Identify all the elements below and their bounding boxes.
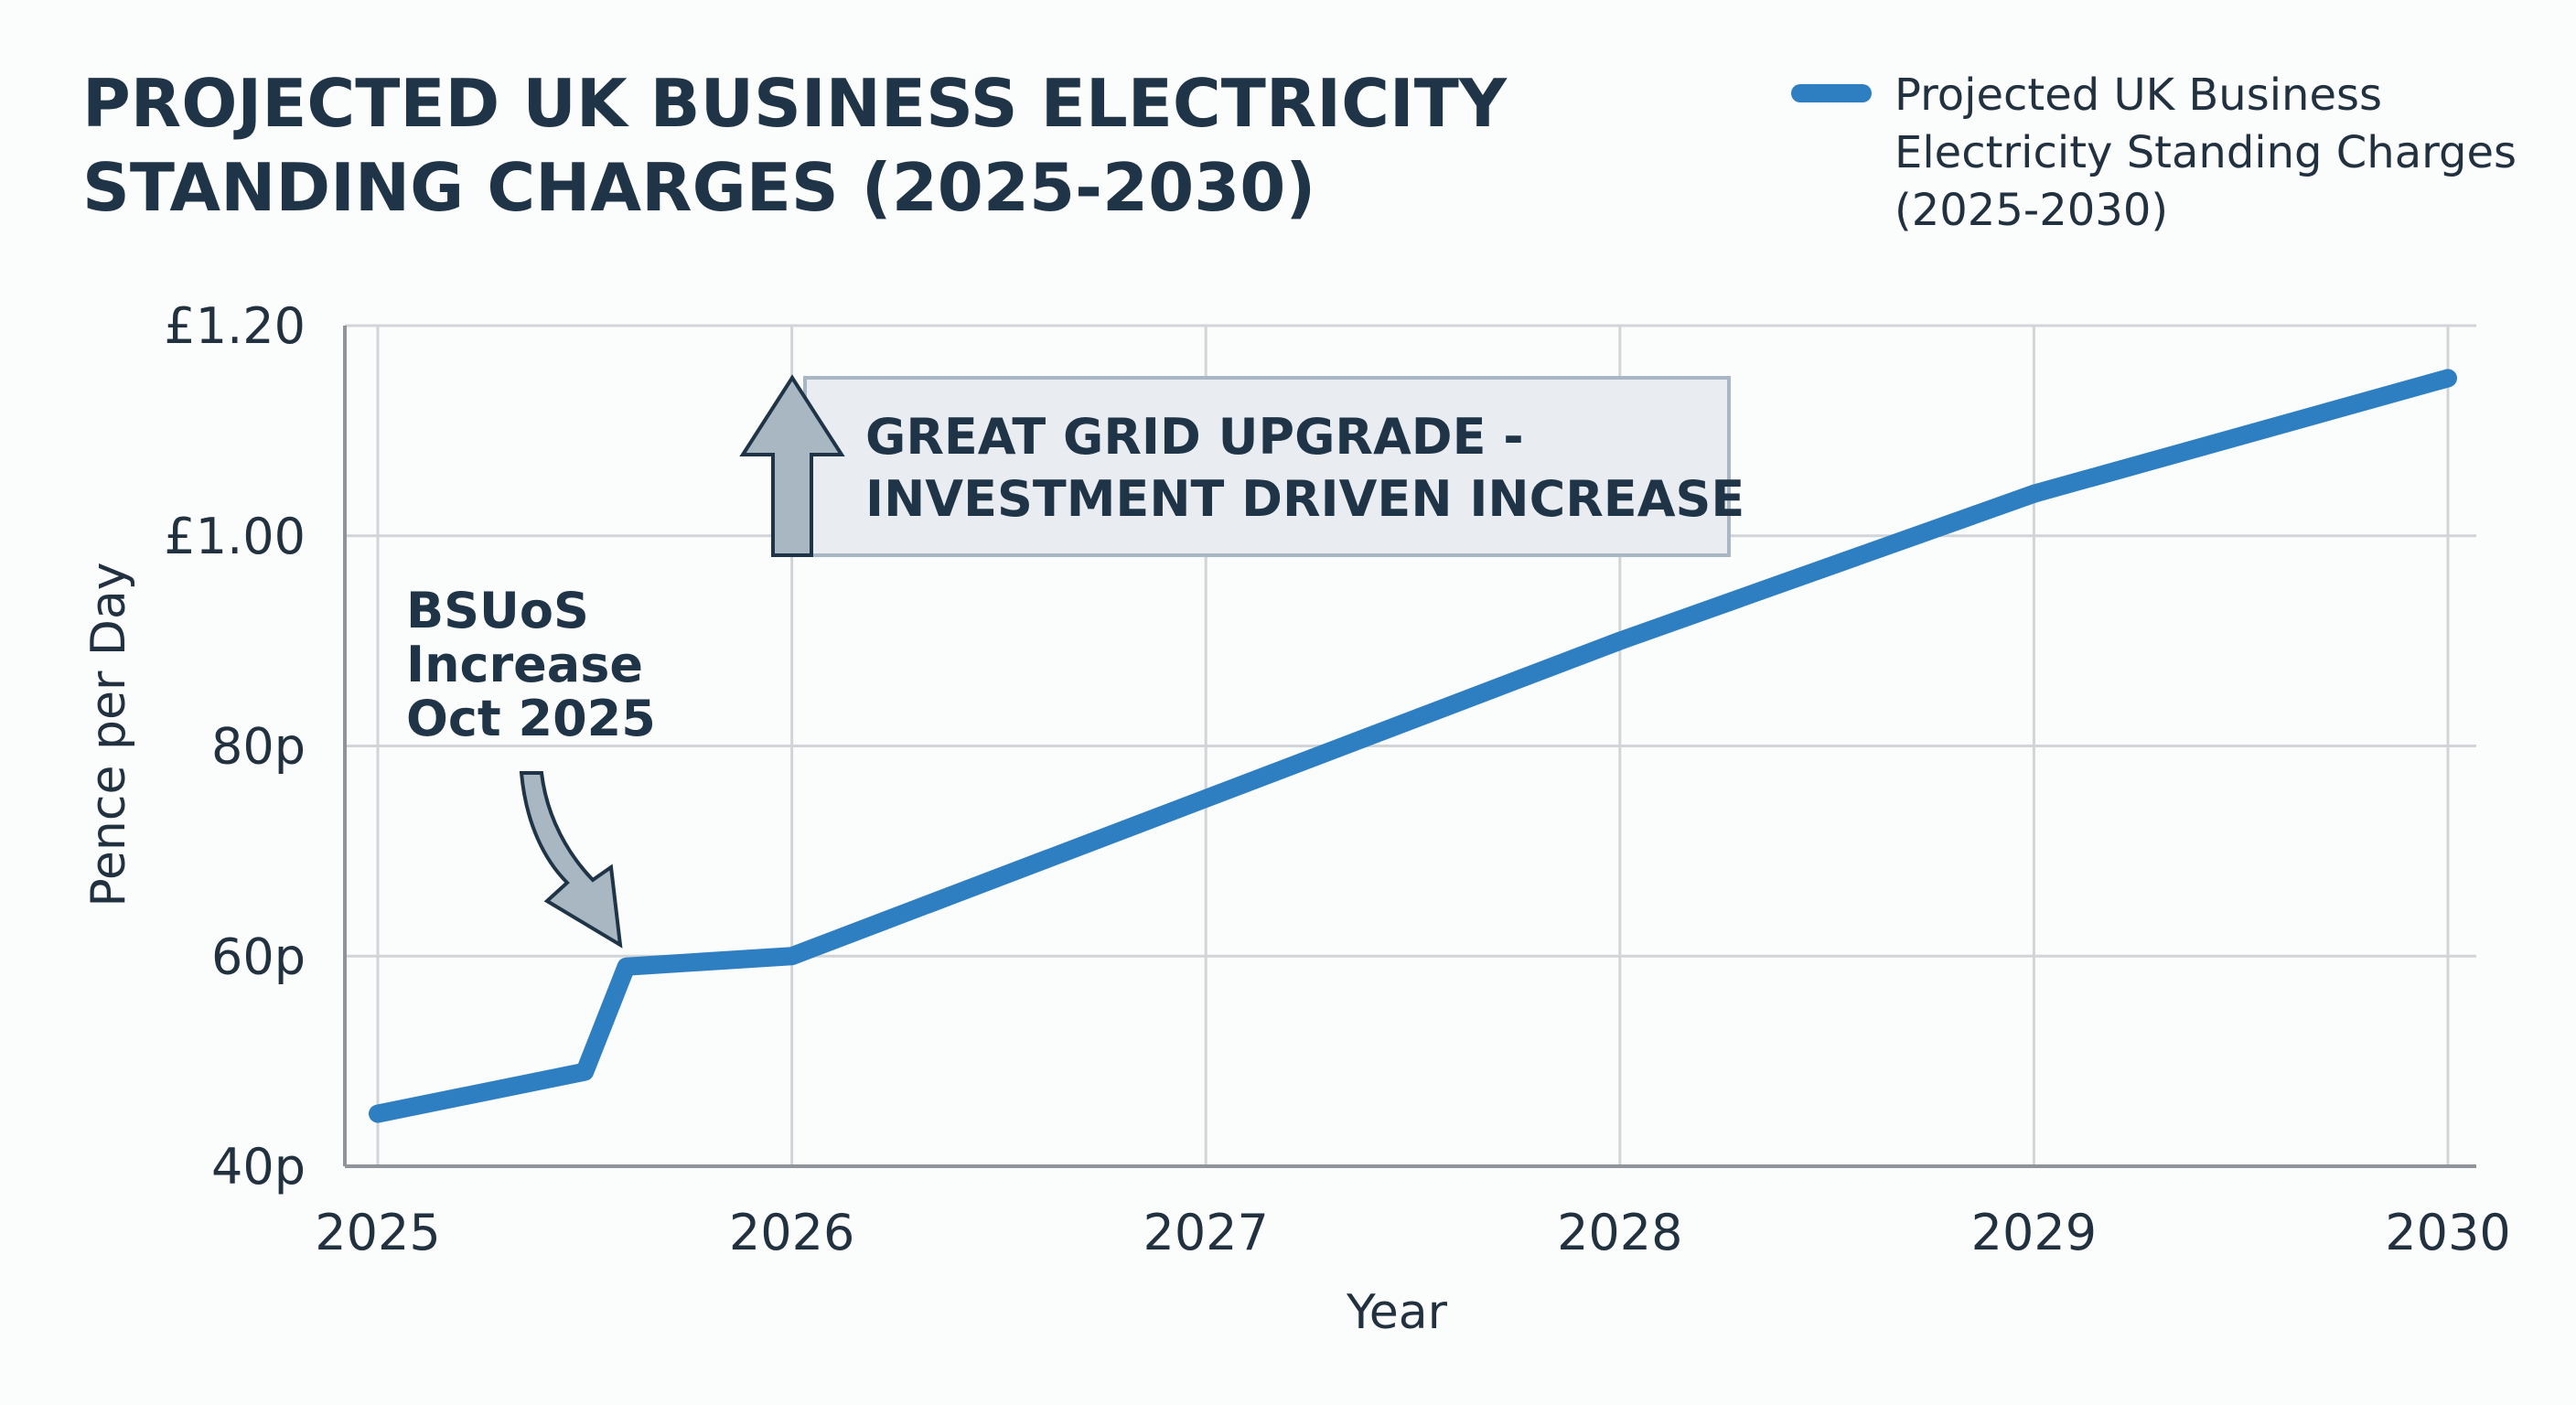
curved-arrow-icon [519,771,623,949]
x-tick-label: 2028 [1557,1204,1682,1261]
annotation-bsuos: BSUoS Increase Oct 2025 [406,582,656,949]
legend: Projected UK Business Electricity Standi… [1791,70,2517,236]
y-tick-label: £1.00 [164,508,306,565]
y-tick-label: 80p [211,718,306,776]
x-tick-label: 2029 [1971,1204,2097,1261]
data-point [584,1070,586,1073]
data-point [625,965,628,968]
chart-title: PROJECTED UK BUSINESS ELECTRICITY STANDI… [82,65,1508,226]
y-tick-label: 40p [211,1138,306,1196]
data-point [1618,639,1621,642]
annotation-box [803,376,1731,557]
x-tick-label: 2030 [2385,1204,2510,1261]
annotation-text-line-2: INVESTMENT DRIVEN INCREASE [865,470,1744,528]
y-tick-label: 60p [211,928,306,985]
up-arrow-icon [739,374,845,557]
y-axis-label: Pence per Day [81,562,136,906]
annotation-text-line-1: GREAT GRID UPGRADE - [865,408,1524,466]
annotation-text-line-2: Increase [406,636,643,693]
annotation-text-line-3: Oct 2025 [406,690,656,747]
data-point [2447,377,2449,380]
series-line [369,369,2457,1123]
x-tick-label: 2025 [315,1204,440,1261]
axes [343,326,2476,1168]
x-tick-label: 2027 [1143,1204,1268,1261]
data-point [2033,492,2035,495]
chart-title-line-2: STANDING CHARGES (2025-2030) [82,149,1315,226]
tick-labels: 40p 60p 80p £1.00 £1.20 2025 2026 2027 2028 2029 2… [164,297,2510,1261]
annotation-grid-upgrade: GREAT GRID UPGRADE - INVESTMENT DRIVEN I… [739,374,1744,557]
data-point [1205,797,1208,799]
x-axis-label: Year [1346,1285,1448,1340]
series-group [369,369,2457,1123]
legend-label-line-2: Electricity Standing Charges [1894,127,2517,178]
data-point [377,1112,379,1115]
legend-label-line-3: (2025-2030) [1894,185,2168,236]
chart-title-line-1: PROJECTED UK BUSINESS ELECTRICITY [82,65,1508,142]
x-tick-label: 2026 [729,1204,854,1261]
data-point [790,955,793,958]
legend-label-line-1: Projected UK Business [1894,70,2382,121]
annotation-text-line-1: BSUoS [406,582,589,639]
y-tick-label: £1.20 [164,297,306,355]
